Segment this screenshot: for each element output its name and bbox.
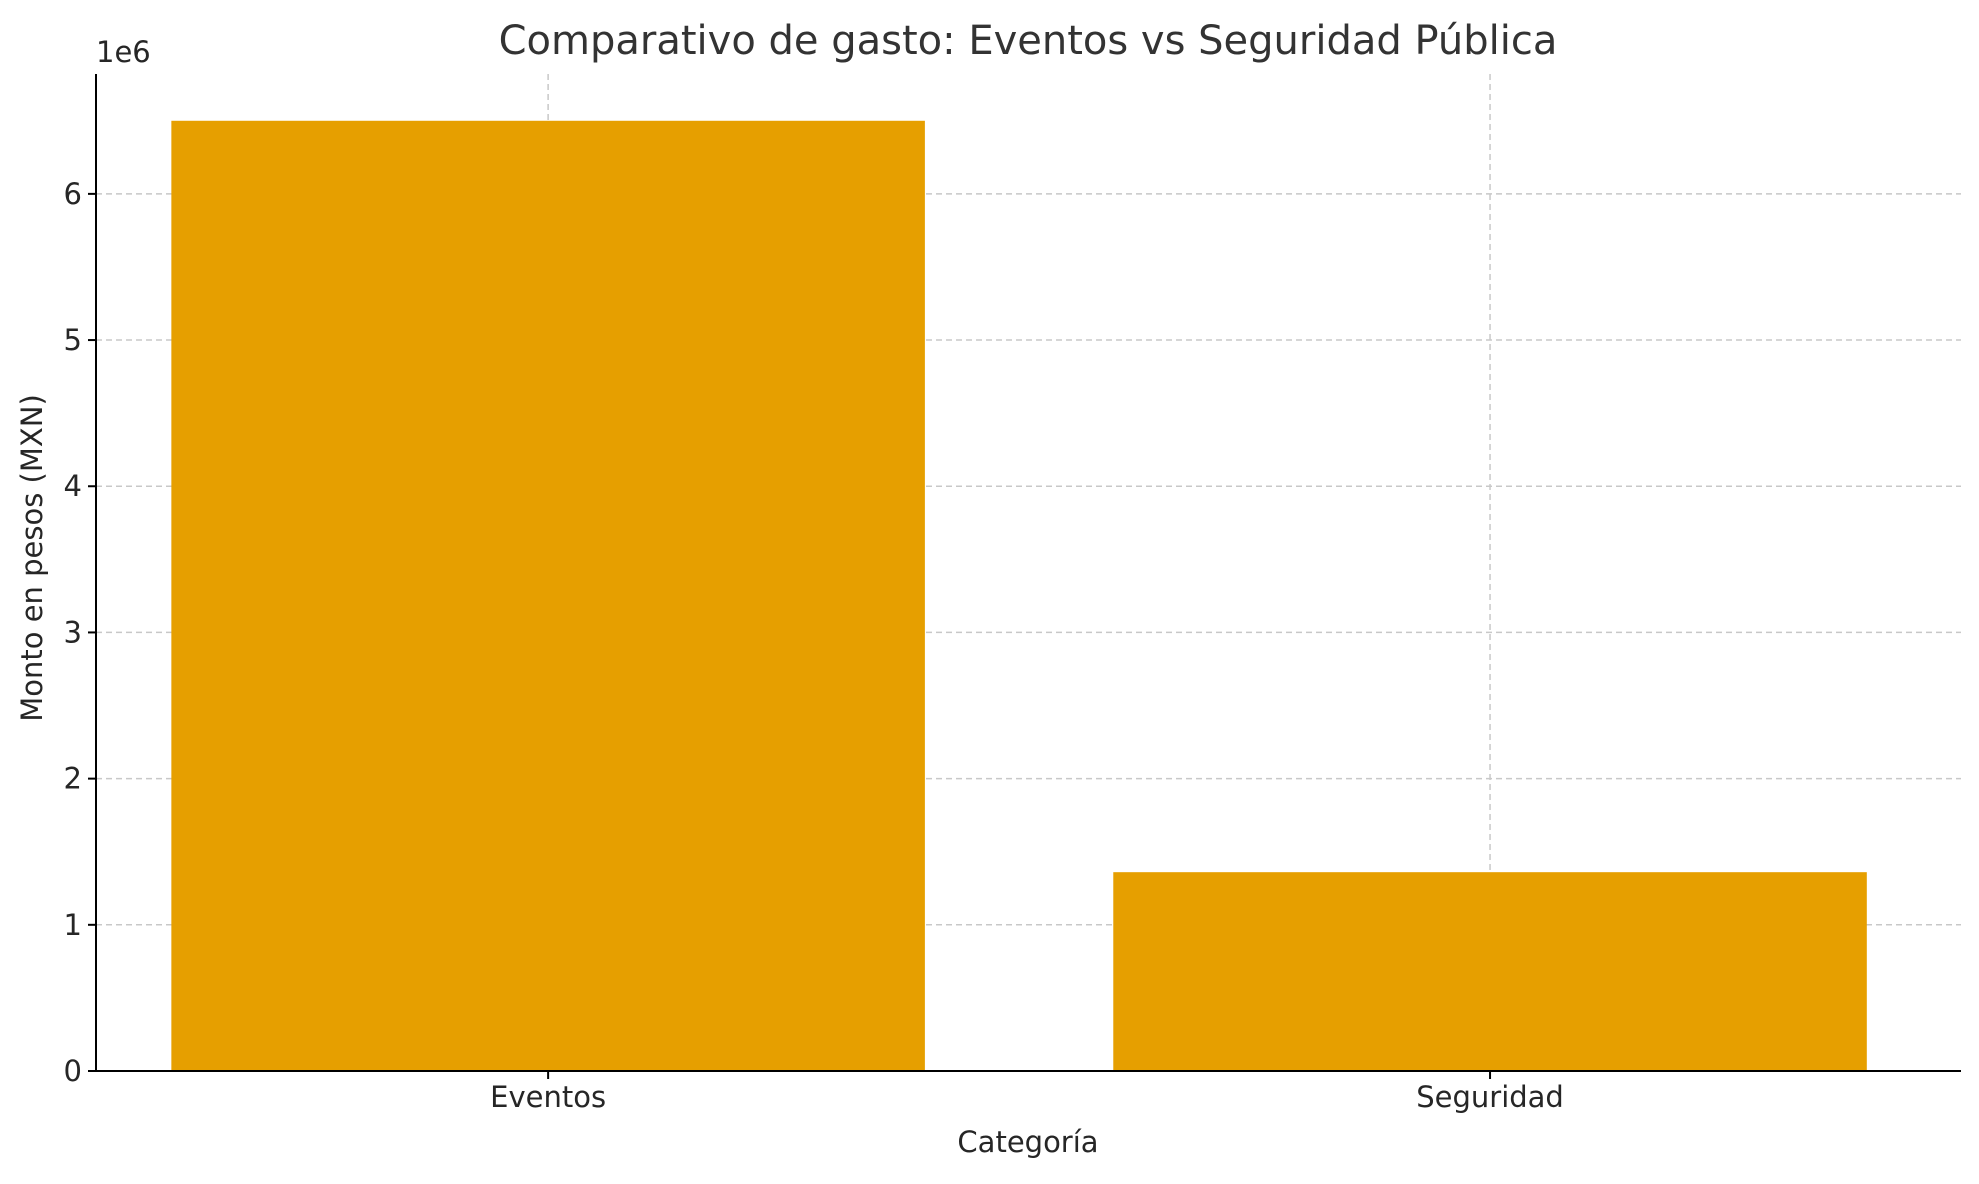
x-axis-label: Categoría [957,1125,1098,1159]
bar-eventos [171,120,925,1072]
y-tick-label: 0 [64,1054,82,1088]
ticks-layer: 0 1 2 3 4 5 6 Eventos Seguridad [64,177,1564,1114]
bars-layer [171,120,1867,1072]
y-axis-multiplier: 1e6 [96,35,151,69]
y-tick-label: 4 [64,469,82,503]
bar-seguridad [1113,872,1867,1071]
y-tick-label: 1 [64,908,82,942]
y-tick-label: 3 [64,615,82,649]
y-tick-label: 2 [64,762,82,796]
y-axis-label: Monto en pesos (MXN) [15,394,49,722]
axes-layer [95,74,1961,1072]
x-tick-label: Eventos [490,1080,606,1114]
y-tick-label: 6 [64,177,82,211]
chart-title: Comparativo de gasto: Eventos vs Segurid… [499,18,1558,64]
x-tick-label: Seguridad [1416,1080,1564,1114]
y-tick-label: 5 [64,323,82,357]
